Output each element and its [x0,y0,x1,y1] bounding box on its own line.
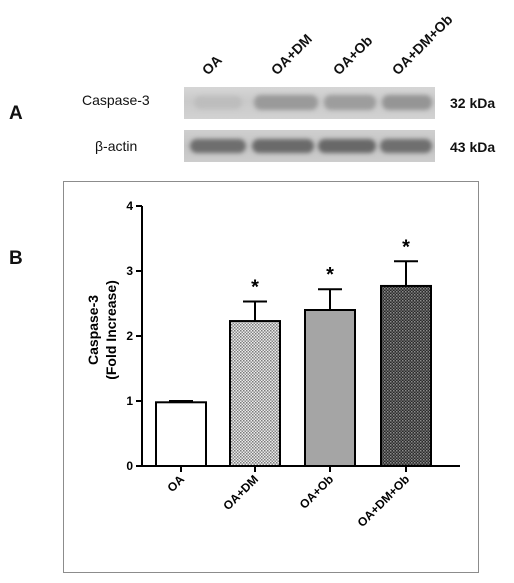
beta-actin-blot-strip [184,130,435,162]
panel-a-label: A [9,103,23,124]
caspase3-band-lane-3 [324,95,376,110]
caspase3-blot-strip [184,87,435,119]
caspase3-blot-label: Caspase-3 [82,92,150,108]
beta-actin-size: 43 kDa [450,139,496,155]
y-tick-label-0: 0 [126,459,133,473]
beta-actin-blot-label: β-actin [95,138,138,154]
chart-frame [63,181,479,573]
bar-1 [155,401,207,467]
caspase3-band-lane-2 [254,95,318,110]
x-tick-label-2: OA+DM [220,472,261,513]
caspase3-size: 32 kDa [450,95,496,111]
bar-3 [304,309,356,467]
y-tick-label-1: 1 [126,394,133,408]
beta-actin-band-lane-1 [190,139,246,153]
y-axis-label-line-1: Caspase-3 [85,295,101,365]
y-tick-label-2: 2 [126,329,133,343]
beta-actin-band-lane-3 [318,139,376,153]
caspase3-band-lane-4 [382,95,432,110]
bar-4 [380,284,432,468]
significance-star-4: * [402,236,410,258]
y-tick-label-3: 3 [126,264,133,278]
y-tick-label-4: 4 [126,199,133,213]
significance-star-3: * [326,264,334,286]
x-tick-label-3: OA+Ob [297,472,336,511]
panel-b-label: B [9,248,23,269]
x-tick-label-4: OA+DM+Ob [355,472,413,530]
beta-actin-band-lane-2 [252,139,314,153]
y-axis-label-line-2: (Fold Increase) [103,280,119,380]
significance-star-2: * [251,277,259,299]
bars [155,260,432,468]
beta-actin-band-lane-4 [380,139,432,153]
bar-2 [229,320,281,467]
x-tick-label-1: OA [164,472,187,495]
caspase3-band-lane-1 [194,96,242,109]
